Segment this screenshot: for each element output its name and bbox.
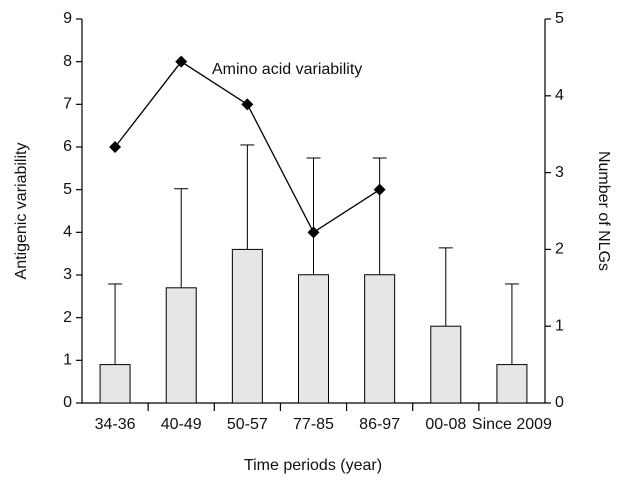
y2-tick-label: 2 (555, 241, 564, 258)
bar (430, 325, 462, 404)
y2-tick-label: 3 (555, 164, 564, 181)
y-tick-label: 4 (63, 224, 72, 241)
x-tick-label: 86-97 (359, 416, 400, 433)
x-tick-label: 40-49 (161, 416, 202, 433)
y-tick-label: 0 (63, 394, 72, 411)
y-axis-label: Antigenic variability (13, 143, 30, 280)
x-tick-label: 00-08 (425, 416, 466, 433)
y-tick-label: 7 (63, 96, 72, 113)
y-tick-label: 9 (63, 10, 72, 27)
y2-tick-label: 4 (555, 87, 564, 104)
line-marker (175, 55, 188, 68)
bar (231, 248, 263, 404)
y2-tick-label: 1 (555, 317, 564, 334)
line-annotation: Amino acid variability (212, 61, 362, 78)
y-tick-label: 1 (63, 352, 72, 369)
bar (99, 364, 131, 404)
line-marker (109, 141, 122, 153)
y2-axis-label: Number of NLGs (595, 151, 612, 271)
y-tick-label: 3 (63, 266, 72, 283)
bar (364, 274, 396, 404)
y-tick-label: 6 (63, 138, 72, 155)
y-tick-label: 2 (63, 309, 72, 326)
line-marker (241, 98, 254, 111)
x-tick-label: 50-57 (227, 416, 268, 433)
x-axis-label: Time periods (year) (244, 457, 382, 474)
y2-tick-label: 5 (555, 10, 564, 27)
y2-tick-label: 0 (555, 394, 564, 411)
bar (496, 364, 528, 404)
y-tick-label: 8 (63, 53, 72, 70)
bar (165, 287, 197, 404)
x-tick-label: 77-85 (293, 416, 334, 433)
bar (298, 274, 329, 404)
x-tick-label: Since 2009 (472, 416, 552, 433)
line-marker (307, 226, 320, 239)
x-tick-label: 34-36 (95, 416, 136, 433)
y-tick-label: 5 (63, 181, 72, 198)
line-marker (373, 183, 386, 196)
